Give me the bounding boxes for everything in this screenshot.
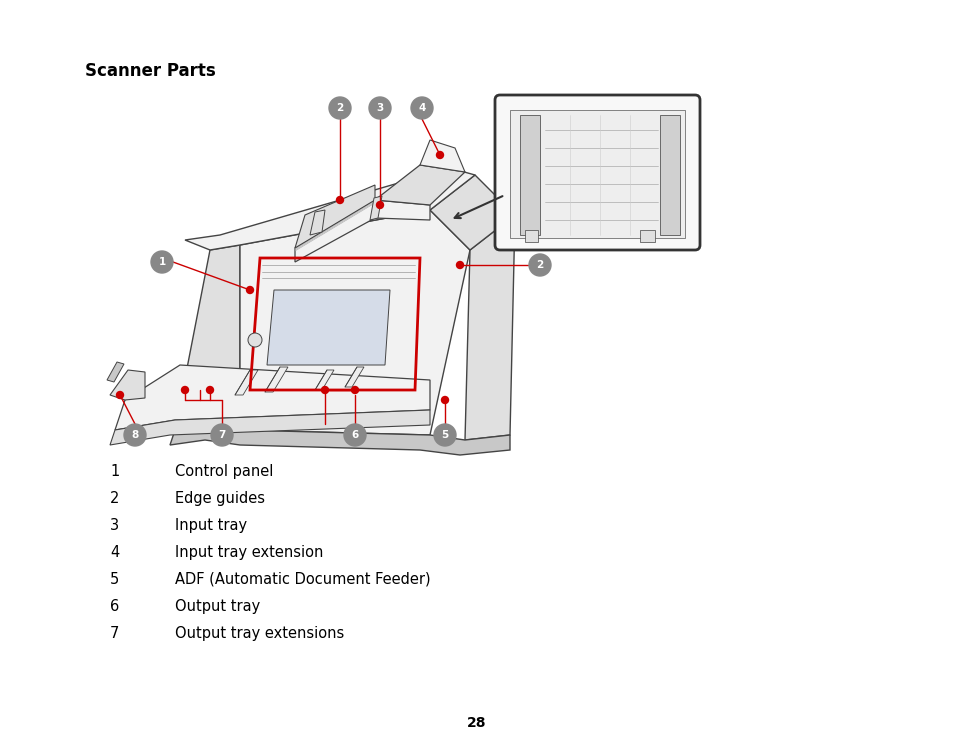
Text: 7: 7 [218, 430, 226, 440]
Text: 3: 3 [110, 518, 119, 533]
Circle shape [411, 97, 433, 119]
Text: 5: 5 [110, 572, 119, 587]
Polygon shape [639, 230, 655, 242]
Polygon shape [314, 370, 334, 390]
Polygon shape [170, 430, 510, 455]
Text: 8: 8 [132, 430, 138, 440]
Text: Input tray: Input tray [174, 518, 247, 533]
Text: 1: 1 [110, 464, 119, 479]
Circle shape [436, 151, 443, 159]
Polygon shape [370, 196, 381, 220]
Polygon shape [310, 210, 325, 235]
Text: Output tray: Output tray [174, 599, 260, 614]
Circle shape [529, 254, 551, 276]
Text: 2: 2 [536, 260, 543, 270]
Polygon shape [110, 410, 430, 445]
Text: Scanner Parts: Scanner Parts [85, 62, 215, 80]
Circle shape [351, 387, 358, 393]
Circle shape [124, 424, 146, 446]
Polygon shape [115, 365, 430, 430]
Text: 3: 3 [376, 103, 383, 113]
Circle shape [456, 261, 463, 269]
Polygon shape [185, 168, 475, 250]
Polygon shape [294, 200, 430, 262]
Text: Output tray extensions: Output tray extensions [174, 626, 344, 641]
Circle shape [181, 387, 189, 393]
Text: Edge guides: Edge guides [174, 491, 265, 506]
Circle shape [336, 196, 343, 204]
Polygon shape [107, 362, 124, 382]
Text: 28: 28 [467, 716, 486, 730]
Circle shape [246, 286, 253, 294]
Polygon shape [464, 215, 515, 440]
Circle shape [206, 387, 213, 393]
Polygon shape [375, 165, 464, 205]
Polygon shape [174, 245, 240, 430]
Polygon shape [267, 290, 390, 365]
Polygon shape [110, 370, 145, 400]
Circle shape [441, 396, 448, 404]
Text: 2: 2 [336, 103, 343, 113]
Text: ADF (Automatic Document Feeder): ADF (Automatic Document Feeder) [174, 572, 430, 587]
Text: 6: 6 [110, 599, 119, 614]
Polygon shape [265, 367, 288, 392]
Circle shape [434, 424, 456, 446]
Text: 4: 4 [417, 103, 425, 113]
Circle shape [116, 391, 123, 399]
Text: 7: 7 [110, 626, 119, 641]
FancyBboxPatch shape [495, 95, 700, 250]
Circle shape [344, 424, 366, 446]
Polygon shape [294, 185, 375, 248]
Circle shape [211, 424, 233, 446]
Text: 1: 1 [158, 257, 166, 267]
Polygon shape [430, 175, 515, 250]
Circle shape [151, 251, 172, 273]
Polygon shape [519, 115, 539, 235]
Text: 6: 6 [351, 430, 358, 440]
Polygon shape [234, 370, 257, 395]
Circle shape [248, 333, 262, 347]
Text: Input tray extension: Input tray extension [174, 545, 323, 560]
Circle shape [369, 97, 391, 119]
Circle shape [321, 387, 328, 393]
Text: Control panel: Control panel [174, 464, 274, 479]
Polygon shape [510, 110, 684, 238]
Polygon shape [659, 115, 679, 235]
Polygon shape [240, 210, 470, 435]
Circle shape [376, 201, 383, 209]
Polygon shape [345, 367, 364, 387]
Circle shape [329, 97, 351, 119]
Text: 5: 5 [441, 430, 448, 440]
Polygon shape [419, 140, 464, 172]
Text: 4: 4 [110, 545, 119, 560]
Text: 2: 2 [110, 491, 119, 506]
Polygon shape [524, 230, 537, 242]
